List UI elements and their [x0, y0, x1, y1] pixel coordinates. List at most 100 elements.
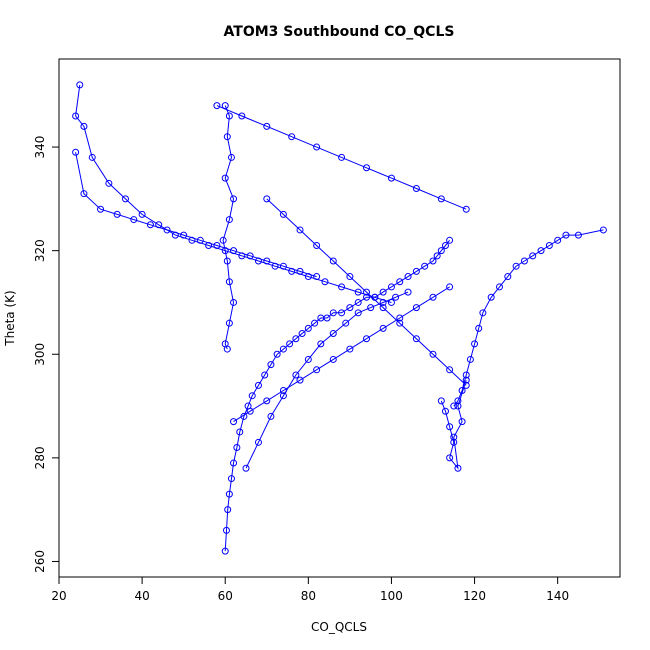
series-7	[242, 288, 412, 472]
data-point	[396, 319, 404, 327]
data-point	[392, 293, 400, 301]
data-point	[225, 216, 233, 224]
data-point	[313, 143, 321, 151]
series-6	[213, 102, 470, 213]
data-point	[450, 402, 458, 410]
data-point	[512, 262, 520, 270]
data-point	[387, 283, 395, 291]
data-point	[72, 112, 80, 120]
data-point	[279, 387, 287, 395]
data-point	[462, 376, 470, 384]
data-point	[454, 397, 462, 405]
data-point	[279, 392, 287, 400]
data-point	[76, 81, 84, 89]
data-point	[267, 361, 275, 369]
data-point	[213, 241, 221, 249]
data-point	[263, 122, 271, 130]
data-point	[254, 438, 262, 446]
data-point	[462, 371, 470, 379]
data-point	[225, 319, 233, 327]
data-point	[429, 350, 437, 358]
data-point	[574, 231, 582, 239]
data-point	[242, 464, 250, 472]
data-point	[404, 288, 412, 296]
data-point	[279, 210, 287, 218]
data-point	[354, 309, 362, 317]
data-point	[317, 340, 325, 348]
data-point	[421, 262, 429, 270]
x-axis-label: CO_QCLS	[311, 620, 367, 634]
data-point	[346, 345, 354, 353]
data-point	[238, 112, 246, 120]
y-axis-label: Theta (K)	[3, 290, 17, 346]
data-point	[441, 241, 449, 249]
data-point	[72, 148, 80, 156]
data-point	[246, 252, 254, 260]
data-point	[263, 257, 271, 265]
data-point	[329, 257, 337, 265]
data-point	[246, 407, 254, 415]
data-point	[225, 112, 233, 120]
series-layer	[72, 81, 607, 555]
data-point	[113, 210, 121, 218]
x-tick-label: 80	[301, 589, 316, 603]
data-point	[321, 278, 329, 286]
y-tick-label: 280	[33, 446, 47, 469]
data-point	[230, 459, 238, 467]
data-point	[338, 153, 346, 161]
data-point	[346, 304, 354, 312]
data-point	[450, 433, 458, 441]
data-point	[379, 298, 387, 306]
data-point	[446, 423, 454, 431]
data-point	[225, 278, 233, 286]
data-point	[323, 314, 331, 322]
series-1	[221, 236, 454, 555]
x-tick-label: 100	[380, 589, 403, 603]
series-line	[224, 239, 450, 552]
data-point	[288, 133, 296, 141]
data-point	[296, 226, 304, 234]
x-tick-label: 40	[134, 589, 149, 603]
series-9	[230, 283, 454, 426]
data-point	[396, 314, 404, 322]
data-point	[88, 153, 96, 161]
data-point	[304, 355, 312, 363]
data-point	[248, 392, 256, 400]
data-point	[223, 257, 231, 265]
data-point	[346, 273, 354, 281]
data-point	[286, 340, 294, 348]
data-point	[450, 438, 458, 446]
data-point	[379, 324, 387, 332]
data-point	[329, 309, 337, 317]
data-point	[429, 257, 437, 265]
data-point	[437, 247, 445, 255]
data-point	[219, 236, 227, 244]
series-8	[263, 195, 470, 389]
data-point	[267, 412, 275, 420]
data-point	[537, 247, 545, 255]
data-point	[138, 210, 146, 218]
data-point	[279, 345, 287, 353]
data-point	[354, 288, 362, 296]
x-tick-label: 20	[51, 589, 66, 603]
data-point	[475, 324, 483, 332]
data-point	[363, 335, 371, 343]
data-point	[97, 205, 105, 213]
data-point	[342, 319, 350, 327]
data-point	[412, 185, 420, 192]
plot-frame	[58, 58, 621, 578]
data-point	[236, 428, 244, 436]
y-tick-label: 320	[33, 239, 47, 262]
data-point	[599, 226, 607, 234]
y-axis: 260 280 300 320 340	[33, 136, 60, 573]
data-point	[338, 283, 346, 291]
data-point	[412, 267, 420, 275]
data-point	[230, 195, 238, 203]
data-point	[292, 371, 300, 379]
data-point	[495, 283, 503, 291]
series-line	[245, 291, 409, 469]
data-point	[230, 418, 238, 426]
data-point	[223, 345, 231, 353]
data-point	[233, 444, 241, 451]
